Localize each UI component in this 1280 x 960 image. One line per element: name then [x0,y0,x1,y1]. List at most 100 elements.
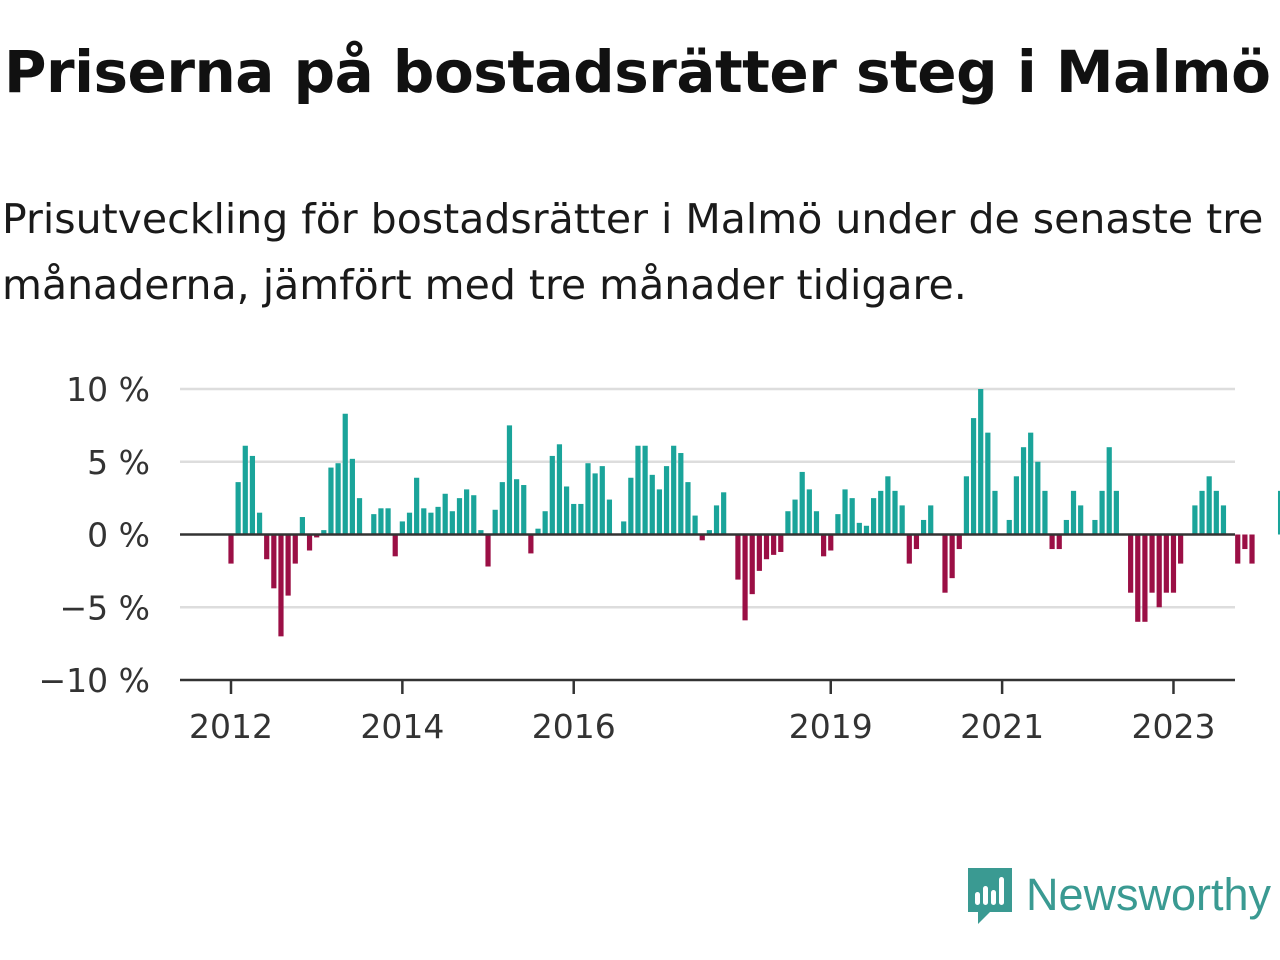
bar [249,455,256,535]
bar [842,489,848,535]
bar [449,511,455,535]
bar [863,525,870,535]
bar [456,498,463,535]
bar [335,463,341,535]
bar [299,517,305,535]
bar [271,534,277,589]
bar [285,534,291,596]
bar [1099,490,1105,535]
bar [1156,534,1162,608]
bar [821,534,827,557]
bar [521,485,527,535]
bar [514,479,520,535]
y-tick-label: 5 % [87,443,150,482]
bar [985,432,991,535]
bar [649,474,655,535]
bar [963,476,970,535]
y-tick-label: 10 % [66,370,150,409]
x-tick-label: 2016 [532,707,616,746]
bar [592,473,598,535]
bar [264,534,270,560]
bar [749,534,755,595]
bar [1242,534,1248,550]
bar [663,466,670,535]
bar [949,534,955,579]
bar [685,482,691,535]
bar [349,458,355,535]
bar [785,511,791,535]
bar [656,489,662,535]
bar [492,509,498,535]
bar [328,467,334,535]
bar [799,471,805,535]
bar [421,508,427,535]
bar [1006,519,1012,535]
bar [1149,534,1155,593]
y-tick-label: 0 % [87,516,150,555]
x-tick-label: 2023 [1131,707,1215,746]
bar [1249,534,1255,564]
bar [428,512,434,535]
bar [278,534,284,637]
bar [806,489,812,535]
bar [435,506,441,535]
bar [606,499,613,535]
bar [371,514,377,535]
bar [414,477,420,535]
bar [242,445,248,535]
bar [899,505,905,535]
bar [1113,490,1119,535]
bar [535,528,541,535]
bar [642,445,648,535]
bar [485,534,491,567]
bar [849,498,855,535]
bar [771,534,777,555]
bar [1028,432,1034,535]
chart-subtitle: Prisutveckling för bostadsrätter i Malmö… [2,195,1264,309]
bar [314,534,320,538]
bar [835,514,841,535]
bar [885,476,891,535]
x-tick-label: 2021 [960,707,1044,746]
bar [706,530,712,535]
bar [992,490,998,535]
bar [1128,534,1134,593]
y-tick-label: −5 % [60,588,151,627]
bar [1163,534,1169,593]
bar [621,521,627,535]
bar [778,534,784,552]
bar [920,519,927,535]
bar [1042,490,1048,535]
bar [878,490,884,535]
bar [499,482,505,535]
bar [792,499,798,535]
bar [1013,476,1019,535]
bar [464,489,470,535]
bar [585,463,591,535]
bar [571,503,577,535]
bar [763,534,770,560]
bar [256,512,263,535]
bar [321,530,327,535]
bar [1135,534,1141,622]
bar [563,486,570,535]
bar [1199,490,1205,535]
bar [1235,534,1241,564]
bar [385,508,391,535]
bar [1078,505,1084,535]
bar [392,534,398,557]
bar [756,534,762,571]
bar [442,493,448,535]
bar [506,425,513,535]
bar [1092,519,1098,535]
bar [628,477,634,535]
bar [1277,490,1280,535]
bar [671,445,677,535]
chart-title: Priserna på bostadsrätter steg i Malmö [4,38,1271,106]
bar [1192,505,1198,535]
bar [549,455,555,535]
bar [1056,534,1062,550]
bar [721,492,727,535]
bar [1049,534,1055,550]
y-tick-label: −10 % [39,661,151,700]
